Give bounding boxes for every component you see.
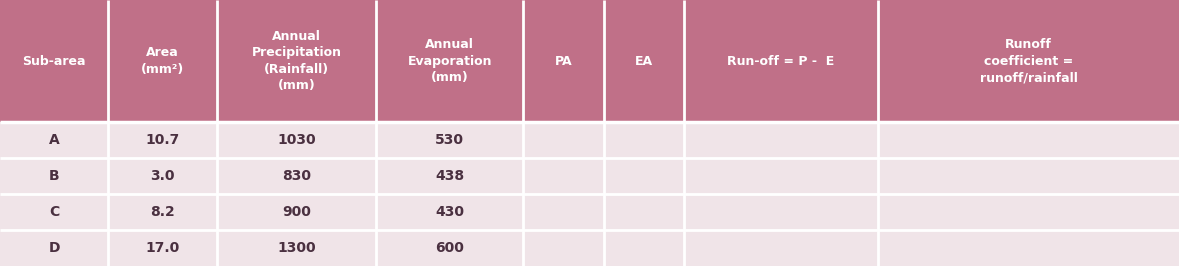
Text: D: D	[48, 241, 60, 255]
Bar	[0, 158, 1179, 194]
Text: 10.7: 10.7	[145, 133, 180, 147]
Text: 830: 830	[282, 169, 311, 183]
Text: Annual
Precipitation
(Rainfall)
(mm): Annual Precipitation (Rainfall) (mm)	[251, 30, 342, 92]
Text: Sub-area: Sub-area	[22, 55, 86, 68]
Text: EA: EA	[634, 55, 653, 68]
Text: 3.0: 3.0	[151, 169, 174, 183]
Bar	[0, 194, 1179, 230]
Bar	[0, 122, 1179, 158]
Text: B: B	[48, 169, 60, 183]
Text: Area
(mm²): Area (mm²)	[141, 47, 184, 76]
Text: 17.0: 17.0	[145, 241, 180, 255]
Text: 8.2: 8.2	[151, 205, 174, 219]
Text: 1030: 1030	[277, 133, 316, 147]
Text: 600: 600	[435, 241, 465, 255]
Text: 900: 900	[282, 205, 311, 219]
Text: Annual
Evaporation
(mm): Annual Evaporation (mm)	[408, 38, 492, 84]
Text: C: C	[50, 205, 59, 219]
Text: 430: 430	[435, 205, 465, 219]
Bar	[0, 230, 1179, 266]
Text: 438: 438	[435, 169, 465, 183]
Text: PA: PA	[555, 55, 572, 68]
Text: A: A	[48, 133, 60, 147]
Text: 1300: 1300	[277, 241, 316, 255]
Text: Runoff
coefficient =
runoff/rainfall: Runoff coefficient = runoff/rainfall	[980, 38, 1078, 84]
Text: 530: 530	[435, 133, 465, 147]
Bar	[0, 0, 1179, 122]
Text: Run-off = P -  E: Run-off = P - E	[727, 55, 835, 68]
